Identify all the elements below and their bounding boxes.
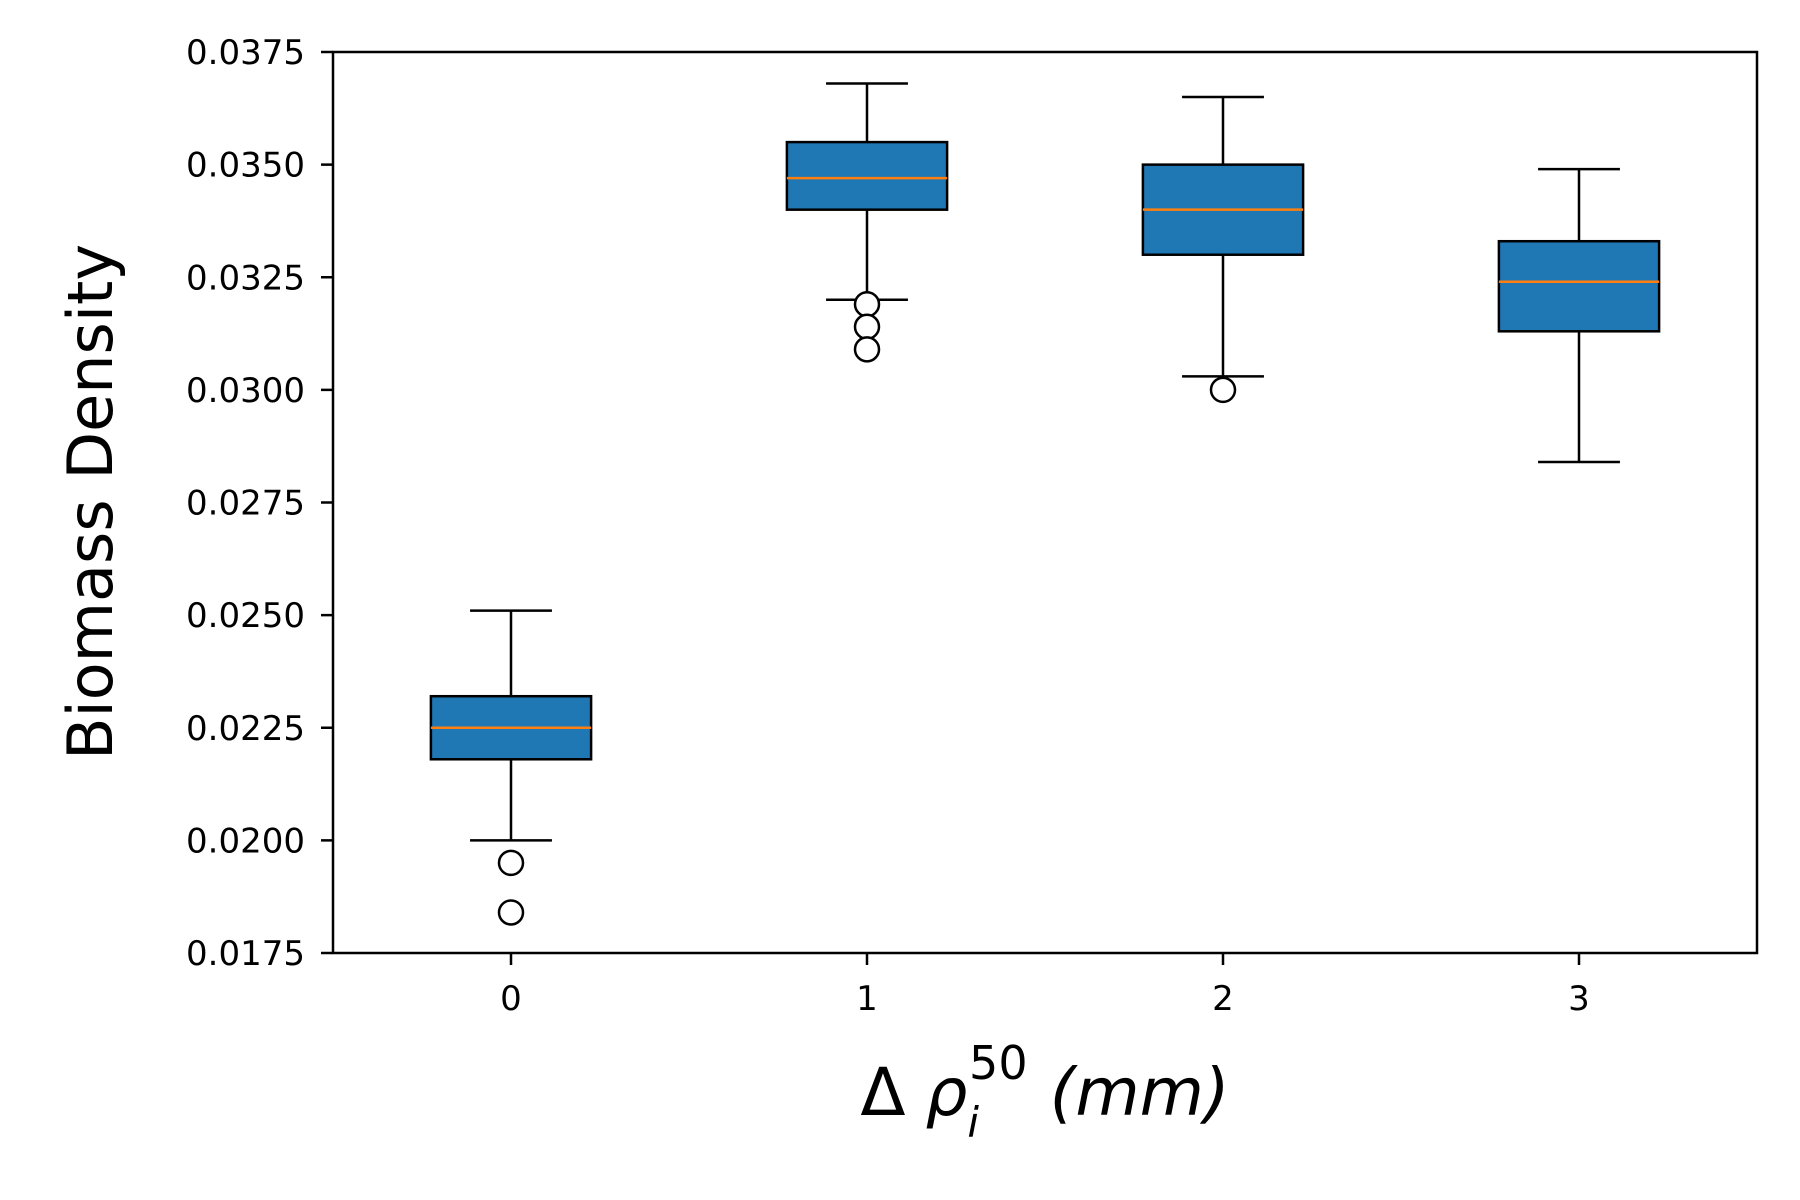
y-tick-label: 0.0250 [186, 596, 305, 636]
y-tick-label: 0.0275 [186, 484, 305, 524]
y-tick-label: 0.0175 [186, 934, 305, 974]
x-tick-label: 3 [1568, 979, 1590, 1019]
outlier-point [853, 336, 881, 363]
box-group-2 [1141, 95, 1305, 404]
box-group-3 [1497, 167, 1661, 464]
y-tick-label: 0.0325 [186, 258, 305, 298]
y-tick-label: 0.0375 [186, 33, 305, 73]
x-tick-label: 0 [500, 979, 522, 1019]
x-tick-label: 2 [1212, 979, 1234, 1019]
box [1497, 239, 1661, 333]
y-tick-label: 0.0350 [186, 146, 305, 186]
x-axis-title-subscript: i [967, 1098, 979, 1147]
box-group-0 [429, 609, 593, 926]
x-axis-title-superscript: 50 [969, 1036, 1028, 1090]
y-tick-label: 0.0200 [186, 821, 305, 861]
plot-area [429, 82, 1661, 926]
plot-frame [331, 50, 1759, 955]
y-tick-label: 0.0300 [186, 371, 305, 411]
box-group-1 [785, 82, 949, 363]
outlier-point [497, 849, 525, 877]
y-axis: 0.0175 0.0200 0.0225 0.0250 0.0275 0.0300 0.03… [186, 33, 333, 974]
box [785, 140, 949, 211]
x-axis-title-rho: ρ [925, 1054, 967, 1131]
x-axis-title-unit: (mm) [1050, 1054, 1230, 1131]
y-tick-label: 0.0225 [186, 709, 305, 749]
outlier-point [1209, 376, 1237, 404]
y-axis-title: Biomass Density [54, 244, 127, 760]
x-tick-label: 1 [856, 979, 878, 1019]
outlier-point [497, 899, 525, 926]
outlier-point [853, 313, 881, 341]
outlier-point [853, 291, 881, 318]
x-axis: 0 1 2 3 [500, 953, 1590, 1019]
x-axis-title-delta: Δ [860, 1054, 905, 1131]
